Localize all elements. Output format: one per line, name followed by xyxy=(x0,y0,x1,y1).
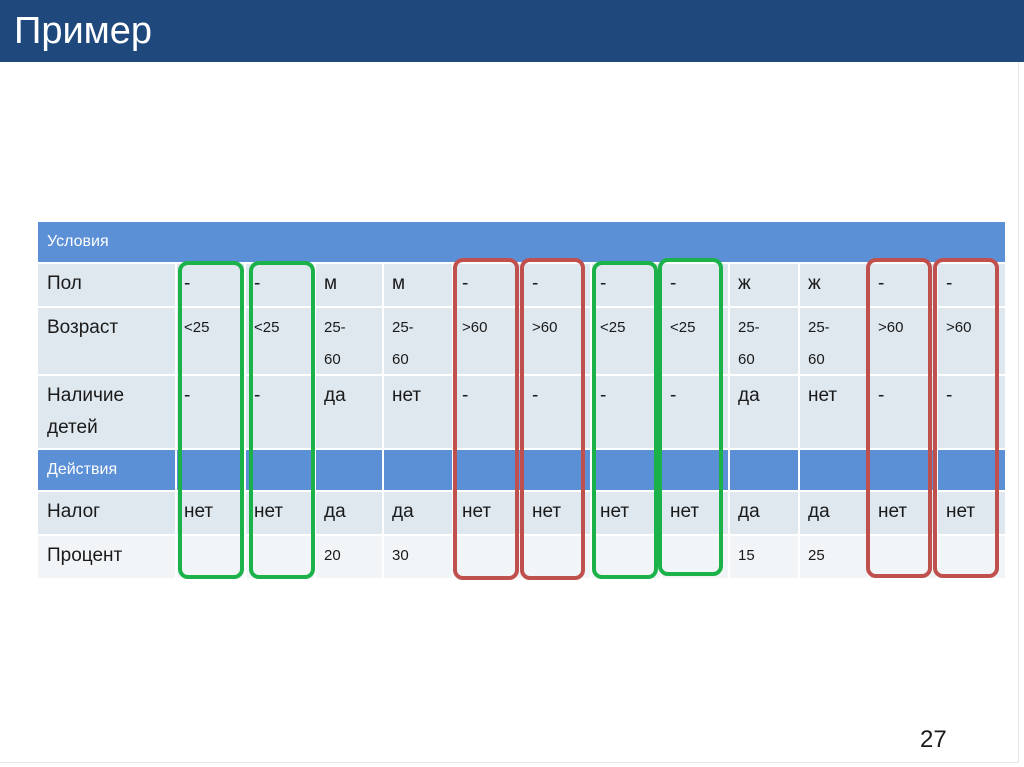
highlight-frame-red xyxy=(520,258,585,580)
table-cell: - xyxy=(184,385,191,406)
column-divider xyxy=(175,264,177,578)
table-cell: - xyxy=(878,273,885,294)
table-cell: 25- 60 xyxy=(392,319,414,368)
table-cell: >60 xyxy=(532,319,558,336)
table-cell: ж xyxy=(808,273,821,294)
table-cell: - xyxy=(254,273,261,294)
table-cell: нет xyxy=(462,501,492,522)
table-cell: да xyxy=(738,501,760,522)
table-cell: 25- 60 xyxy=(324,319,346,368)
table-cell: 25- 60 xyxy=(738,319,760,368)
table-cell: <25 xyxy=(184,319,210,336)
column-divider xyxy=(590,264,592,578)
column-divider xyxy=(314,264,316,578)
table-cell: >60 xyxy=(462,319,488,336)
actions-section-label: Действия xyxy=(47,461,118,478)
table-cell: 30 xyxy=(392,547,409,564)
table-cell: - xyxy=(600,385,607,406)
row-label-gender: Пол xyxy=(47,273,82,294)
highlight-frame-green xyxy=(658,258,723,576)
table-cell: <25 xyxy=(670,319,696,336)
conditions-section-label: Условия xyxy=(47,233,109,250)
highlight-frame-green xyxy=(249,261,315,579)
table-cell: 25 xyxy=(808,547,825,564)
table-cell: ж xyxy=(738,273,751,294)
slide-header: Пример xyxy=(0,0,1024,62)
highlight-frame-red xyxy=(866,258,932,578)
table-cell: м xyxy=(392,273,406,294)
table-cell: да xyxy=(392,501,414,522)
table-cell: - xyxy=(254,385,261,406)
table-cell: нет xyxy=(392,385,422,406)
table-cell: да xyxy=(808,501,830,522)
column-divider xyxy=(382,264,384,578)
table-cell: - xyxy=(670,385,677,406)
column-divider xyxy=(244,264,246,578)
highlight-frame-red xyxy=(933,258,999,578)
column-divider xyxy=(936,264,938,578)
table-cell: >60 xyxy=(878,319,904,336)
table-cell: - xyxy=(670,273,677,294)
table-cell: нет xyxy=(254,501,284,522)
table-cell: - xyxy=(462,273,469,294)
page-number: 27 xyxy=(920,726,947,753)
column-divider xyxy=(728,264,730,578)
highlight-frame-red xyxy=(453,258,519,580)
table-cell: нет xyxy=(808,385,838,406)
table-cell: нет xyxy=(532,501,562,522)
table-cell: нет xyxy=(184,501,214,522)
table-cell: - xyxy=(946,273,953,294)
slide-title: Пример xyxy=(14,10,153,52)
table-cell: да xyxy=(324,385,346,406)
table-cell: - xyxy=(184,273,191,294)
table-cell: - xyxy=(600,273,607,294)
table-cell: 20 xyxy=(324,547,341,564)
table-cell: 15 xyxy=(738,547,755,564)
table-cell: - xyxy=(878,385,885,406)
table-cell: нет xyxy=(670,501,700,522)
row-label-percent: Процент xyxy=(47,545,123,566)
decision-table: Условия Пол - - м м - - - - ж ж - - Возр… xyxy=(38,222,1005,580)
table-cell: >60 xyxy=(946,319,972,336)
highlight-frame-green xyxy=(592,261,658,579)
row-label-tax: Налог xyxy=(47,501,101,522)
table-cell: нет xyxy=(878,501,908,522)
slide-frame xyxy=(0,62,1019,763)
table-cell: нет xyxy=(946,501,976,522)
table-cell: - xyxy=(532,273,539,294)
table-cell: 25- 60 xyxy=(808,319,830,368)
row-label-children: Наличие детей xyxy=(47,385,125,438)
table-cell: да xyxy=(324,501,346,522)
highlight-frame-green xyxy=(178,261,244,579)
table-cell: - xyxy=(532,385,539,406)
table-cell: нет xyxy=(600,501,630,522)
conditions-section-row: Условия xyxy=(38,222,1005,262)
table-cell: - xyxy=(462,385,469,406)
table-cell: - xyxy=(946,385,953,406)
table-cell: <25 xyxy=(600,319,626,336)
table-cell: м xyxy=(324,273,338,294)
column-divider xyxy=(798,264,800,578)
table-cell: да xyxy=(738,385,760,406)
row-label-age: Возраст xyxy=(47,317,119,338)
table-cell: <25 xyxy=(254,319,280,336)
